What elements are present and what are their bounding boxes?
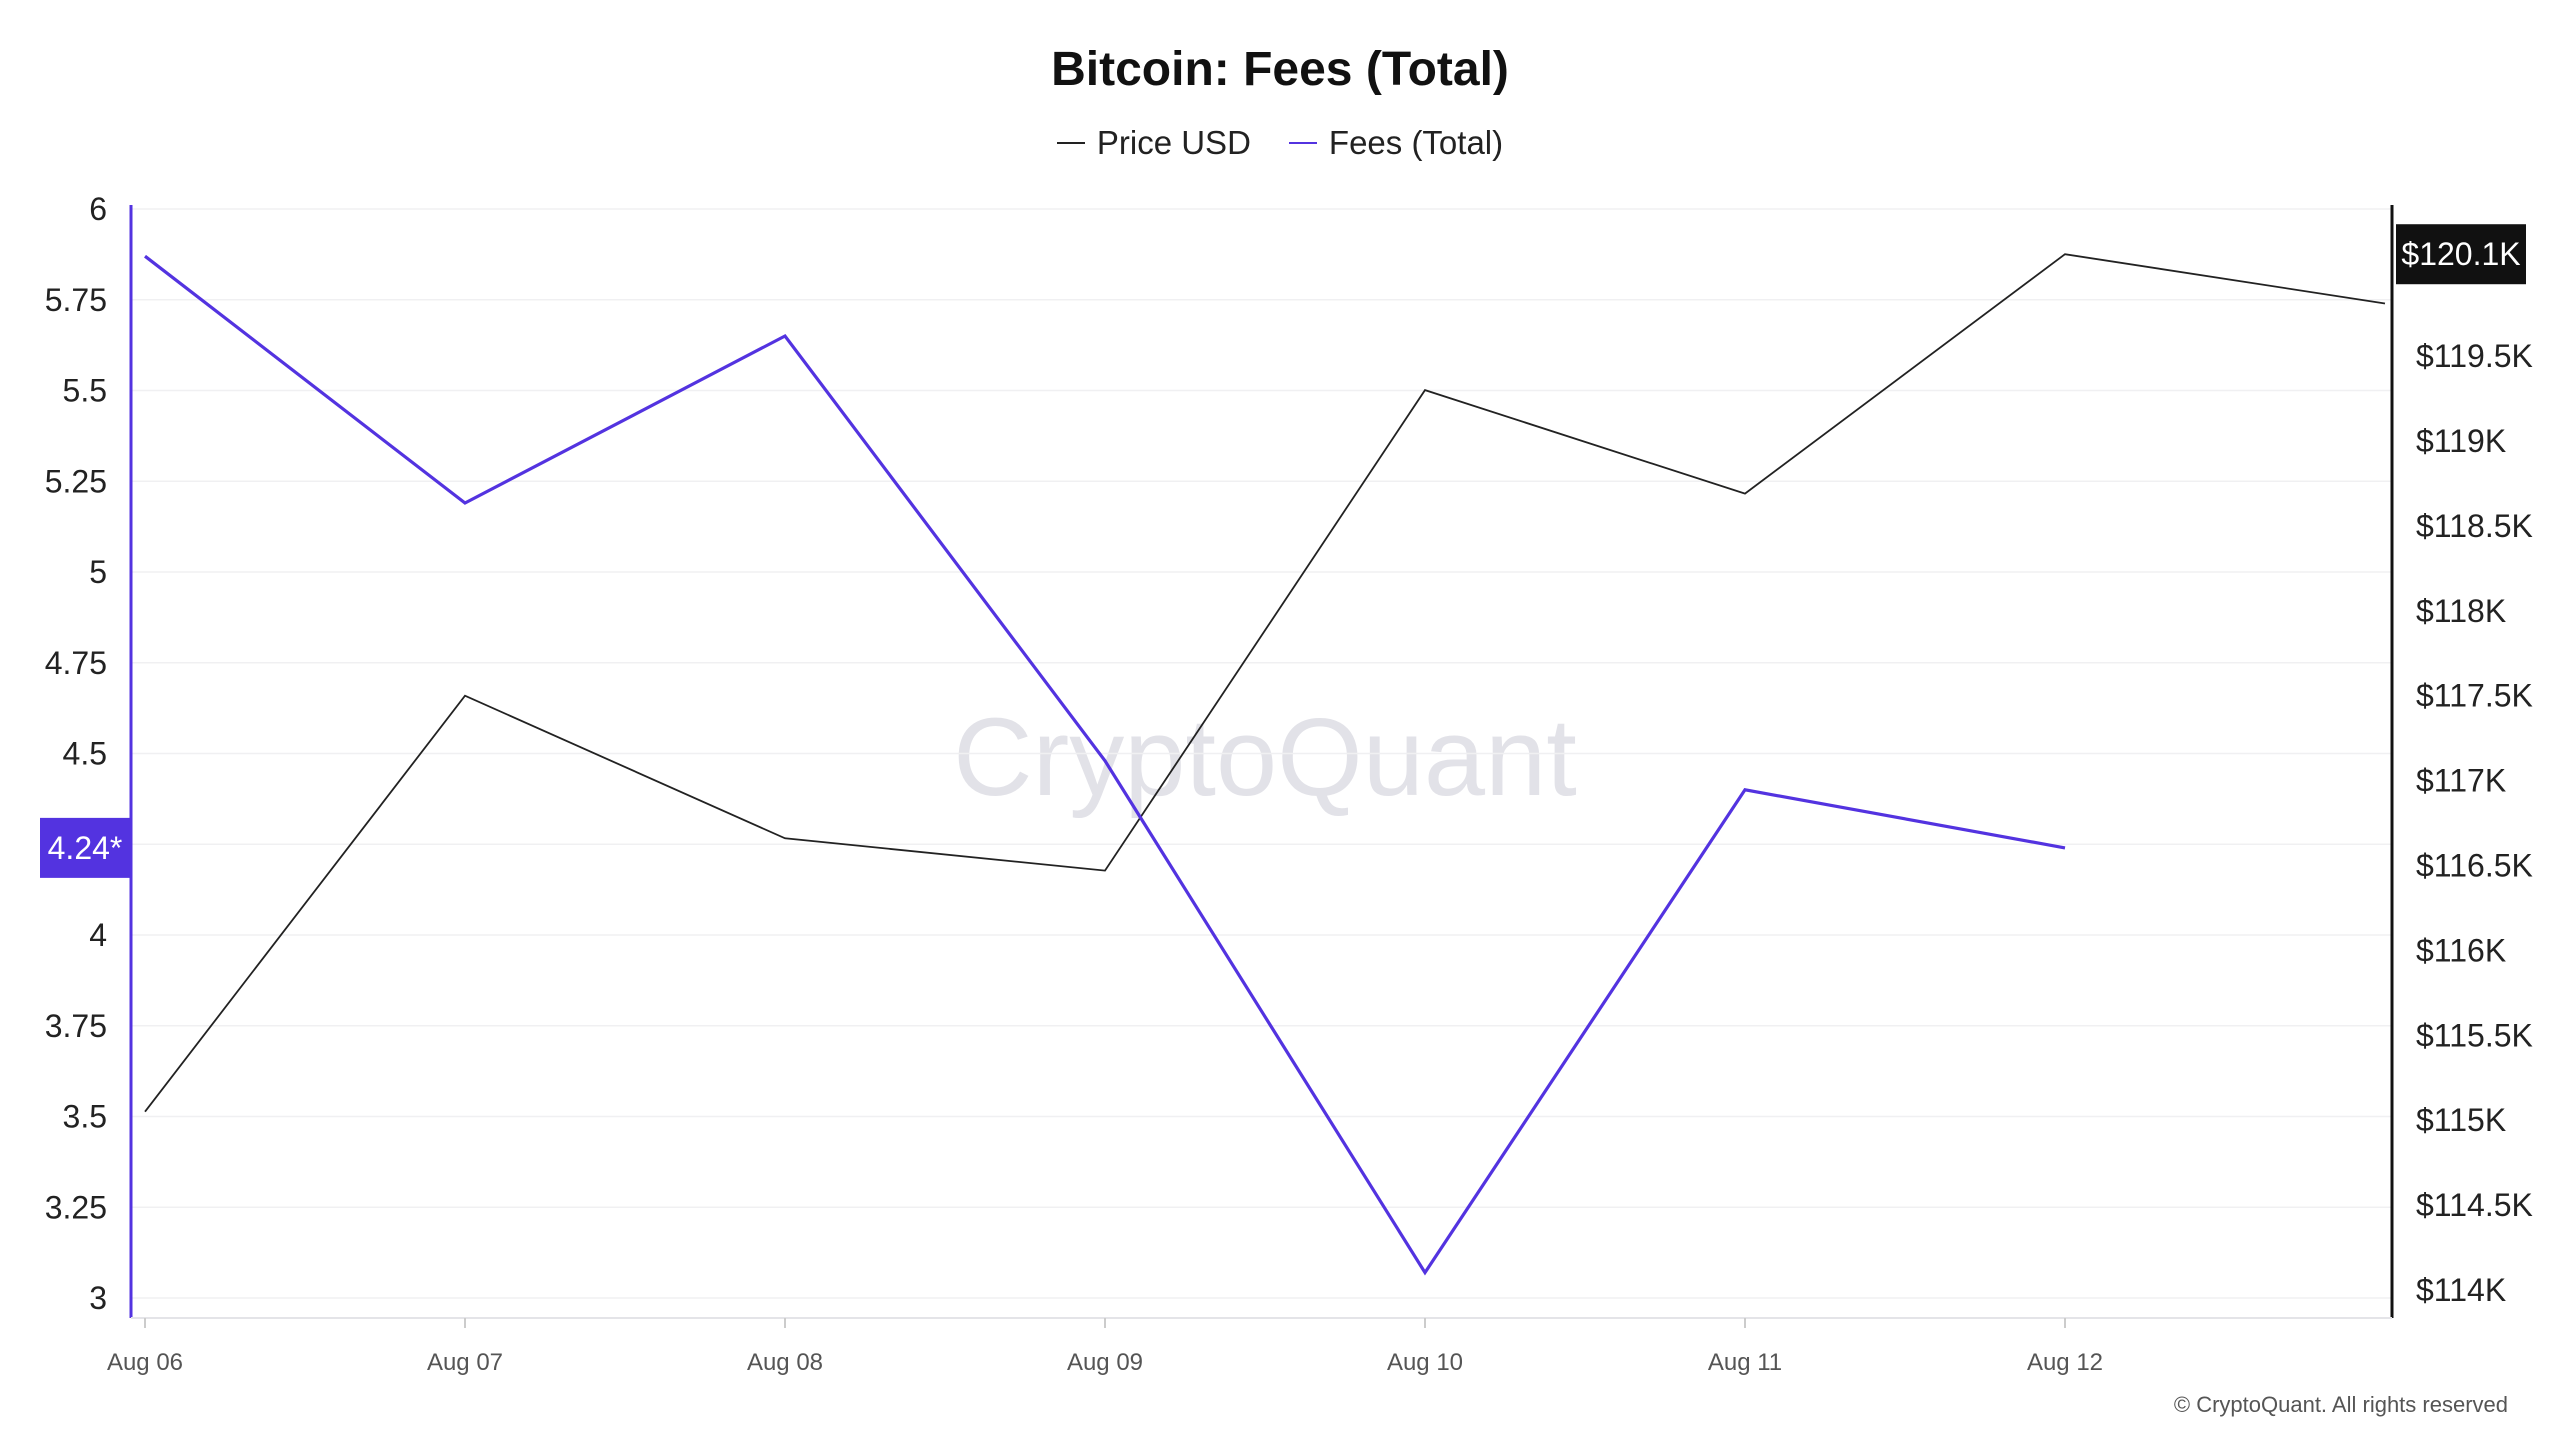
left-axis-tick-label: 4.75 [45, 645, 107, 681]
left-axis-tick-label: 6 [89, 191, 107, 227]
legend-label-fees: Fees (Total) [1328, 124, 1504, 161]
right-axis-tick-label: $116.5K [2416, 848, 2533, 884]
left-axis-tick-label: 5.25 [45, 463, 107, 499]
x-axis-tick-label: Aug 06 [107, 1349, 183, 1376]
right-axis-tick-label: $117.5K [2416, 678, 2533, 714]
x-axis-tick-label: Aug 12 [2027, 1349, 2103, 1376]
left-axis-tick-label: 3.5 [63, 1099, 107, 1135]
legend-swatch-price [1056, 142, 1085, 144]
x-axis-tick-label: Aug 08 [747, 1349, 823, 1376]
right-axis-tick-label: $118.5K [2416, 508, 2533, 544]
right-axis-tick-label: $118K [2416, 593, 2506, 629]
x-axis-tick-label: Aug 10 [1387, 1349, 1463, 1376]
right-axis-value-badge-text: $120.1K [2401, 236, 2520, 272]
left-axis-tick-label: 5.75 [45, 282, 107, 318]
x-axis-tick-label: Aug 11 [1708, 1349, 1782, 1376]
chart-title: Bitcoin: Fees (Total) [1051, 43, 1509, 96]
price-usd-line [144, 253, 2386, 1113]
left-axis-tick-label: 5 [89, 554, 107, 590]
left-axis-value-badge [40, 817, 131, 878]
watermark-text: CryptoQuant [953, 696, 1577, 819]
left-axis-tick-label: 4 [89, 917, 107, 953]
legend: Price USD Fees (Total) [0, 124, 2560, 162]
legend-item-price[interactable]: Price USD [1056, 124, 1251, 162]
x-axis-tick-label: Aug 07 [427, 1349, 503, 1376]
legend-swatch-fees [1288, 142, 1317, 144]
right-axis-tick-label: $119.5K [2416, 338, 2533, 374]
legend-label-price: Price USD [1096, 124, 1251, 161]
right-axis-tick-label: $114.5K [2416, 1187, 2533, 1223]
left-axis-tick-label: 3 [89, 1280, 107, 1316]
x-axis-tick-label: Aug 09 [1067, 1349, 1143, 1376]
left-axis-tick-label: 3.25 [45, 1189, 107, 1225]
left-axis-tick-label: 4.5 [63, 736, 107, 772]
right-axis-tick-label: $119K [2416, 423, 2506, 459]
right-axis-tick-label: $117K [2416, 763, 2506, 799]
right-axis-tick-label: $116K [2416, 932, 2506, 968]
right-axis-value-badge [2396, 224, 2526, 285]
copyright-notice: © CryptoQuant. All rights reserved [2173, 1392, 2508, 1417]
right-axis-tick-label: $115.5K [2416, 1017, 2533, 1053]
legend-item-fees[interactable]: Fees (Total) [1288, 124, 1504, 162]
left-axis-tick-label: 5.5 [63, 373, 107, 409]
left-axis-value-badge-text: 4.24* [48, 830, 123, 866]
right-axis-tick-label: $115K [2416, 1102, 2506, 1138]
left-axis-tick-label: 3.75 [45, 1008, 107, 1044]
right-axis-tick-label: $114K [2416, 1272, 2506, 1308]
